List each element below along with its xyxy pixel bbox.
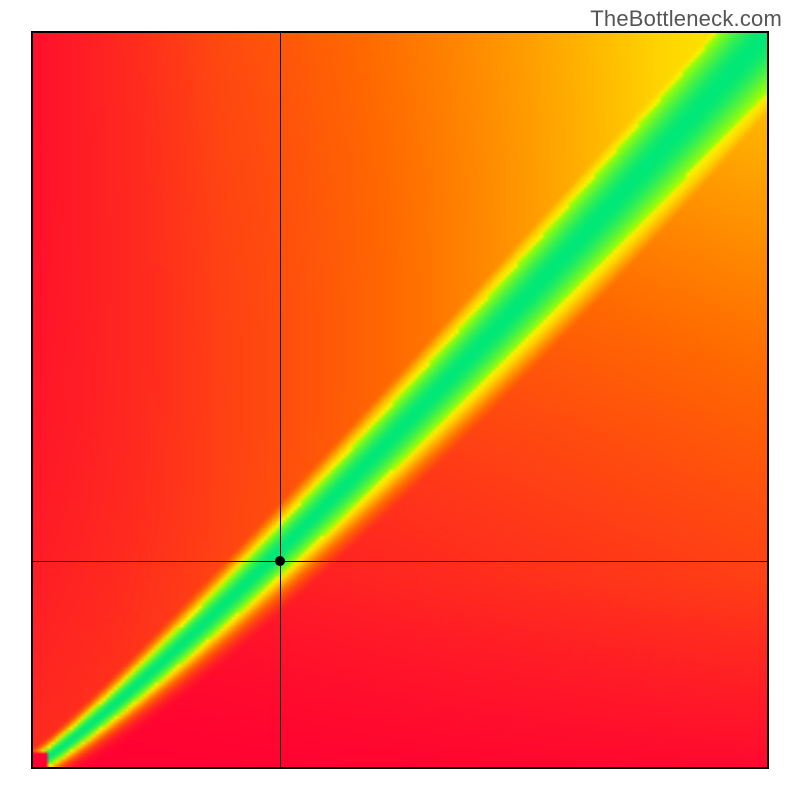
watermark-text: TheBottleneck.com	[590, 6, 782, 32]
chart-container: { "watermark": "TheBottleneck.com", "can…	[0, 0, 800, 800]
crosshair-horizontal	[33, 561, 767, 562]
plot-area	[31, 31, 769, 769]
crosshair-vertical	[280, 33, 281, 767]
heatmap-canvas	[33, 33, 767, 767]
marker-dot	[275, 556, 285, 566]
